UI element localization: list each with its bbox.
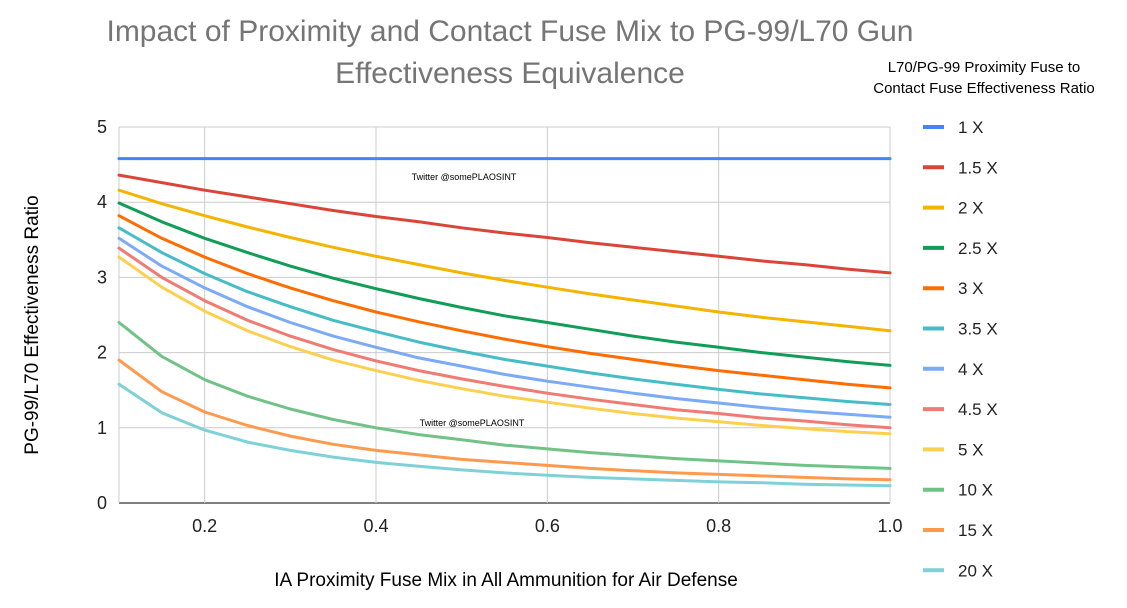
y-tick-label: 0 <box>97 493 107 513</box>
series-line <box>117 214 892 390</box>
legend-label: 2.5 X <box>958 239 998 258</box>
x-tick-label: 0.2 <box>192 516 217 536</box>
series-line <box>117 201 892 367</box>
legend-label: 20 X <box>958 561 993 580</box>
series-line <box>117 226 892 406</box>
gridlines <box>118 126 891 504</box>
series-line <box>117 255 892 436</box>
series-line <box>117 382 892 488</box>
legend-label: 15 X <box>958 521 993 540</box>
y-tick-label: 5 <box>97 117 107 137</box>
series-line <box>117 173 892 275</box>
legend-title-line-1: L70/PG-99 Proximity Fuse to <box>888 59 1081 76</box>
series-line <box>117 321 892 470</box>
legend-label: 10 X <box>958 481 993 500</box>
x-tick-label: 0.4 <box>363 516 388 536</box>
watermark-lower: Twitter @somePLAOSINT <box>420 418 525 428</box>
y-tick-label: 3 <box>97 267 107 287</box>
chart-title-line-2: Effectiveness Equivalence <box>335 57 685 90</box>
y-tick-label: 1 <box>97 418 107 438</box>
series-lines <box>117 157 892 488</box>
legend-label: 2 X <box>958 199 984 218</box>
legend: 1 X 1.5 X 2 X 2.5 X 3 X 3.5 X 4 X 4.5 X 5 X 10 X 1… <box>923 118 998 580</box>
x-tick-label: 0.8 <box>706 516 731 536</box>
series-line <box>117 188 892 333</box>
legend-label: 1 X <box>958 118 984 137</box>
tick-labels: 0 1 2 3 4 5 0.2 0.4 0.6 0.8 1.0 <box>97 117 903 536</box>
legend-label: 1.5 X <box>958 158 998 177</box>
x-tick-label: 1.0 <box>877 516 902 536</box>
legend-label: 3 X <box>958 279 984 298</box>
watermark-upper: Twitter @somePLAOSINT <box>412 172 517 182</box>
x-tick-label: 0.6 <box>535 516 560 536</box>
legend-label: 5 X <box>958 440 984 459</box>
series-line <box>117 236 892 419</box>
legend-title-line-2: Contact Fuse Effectiveness Ratio <box>873 80 1095 97</box>
series-line <box>117 246 892 430</box>
legend-label: 3.5 X <box>958 320 998 339</box>
chart-title-line-1: Impact of Proximity and Contact Fuse Mix… <box>106 15 913 48</box>
legend-label: 4.5 X <box>958 400 998 419</box>
y-tick-label: 2 <box>97 343 107 363</box>
y-axis-label: PG-99/L70 Effectiveness Ratio <box>22 195 43 454</box>
series-line <box>117 358 892 482</box>
legend-label: 4 X <box>958 360 984 379</box>
y-tick-label: 4 <box>97 192 107 212</box>
x-axis-label: IA Proximity Fuse Mix in All Ammunition … <box>274 570 738 591</box>
